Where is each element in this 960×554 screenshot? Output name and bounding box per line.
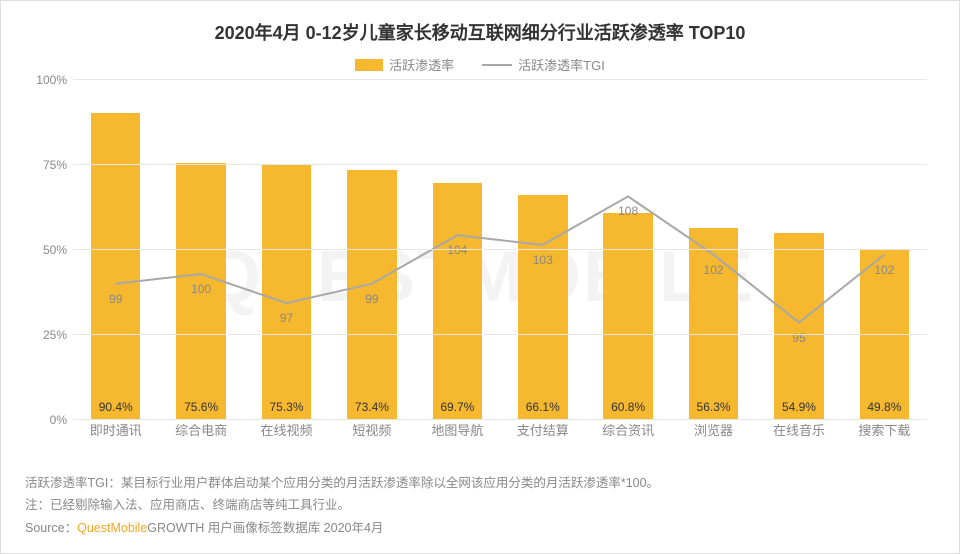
- legend: 活跃渗透率 活跃渗透率TGI: [25, 55, 935, 74]
- plot: 0%25%50%75%100% 90.4%9975.6%10075.3%9773…: [25, 80, 935, 444]
- tgi-value-label: 100: [158, 282, 243, 296]
- x-axis-label: 在线视频: [244, 420, 329, 444]
- bar: 60.8%: [603, 213, 653, 419]
- tgi-value-label: 103: [500, 253, 585, 267]
- bar: 75.3%: [262, 164, 312, 420]
- bars-layer: 90.4%9975.6%10075.3%9773.4%9969.7%10466.…: [73, 80, 927, 420]
- y-axis: 0%25%50%75%100%: [25, 80, 73, 420]
- y-tick: 50%: [43, 243, 67, 257]
- bar-value-label: 60.8%: [603, 400, 653, 414]
- x-axis-label: 综合电商: [158, 420, 243, 444]
- x-axis-label: 搜索下载: [842, 420, 927, 444]
- chart-container: QUESTMOBILE 2020年4月 0-12岁儿童家长移动互联网细分行业活跃…: [0, 0, 960, 554]
- grid-line: [73, 79, 927, 80]
- tgi-value-label: 102: [842, 263, 927, 277]
- bar-column: 75.6% 100: [158, 80, 243, 420]
- x-axis: 即时通讯综合电商在线视频短视频地图导航支付结算综合资讯浏览器在线音乐搜索下载: [73, 420, 927, 444]
- legend-bar: 活跃渗透率: [355, 55, 454, 74]
- y-tick: 25%: [43, 328, 67, 342]
- bar-column: 60.8% 108: [585, 80, 670, 420]
- tgi-value-label: 104: [415, 243, 500, 257]
- x-axis-label: 综合资讯: [585, 420, 670, 444]
- bar: 66.1%: [518, 195, 568, 419]
- bar: 54.9%: [774, 233, 824, 419]
- tgi-value-label: 99: [73, 292, 158, 306]
- footer-line2: 注：已经剔除输入法、应用商店、终端商店等纯工具行业。: [25, 494, 935, 517]
- legend-line-swatch: [482, 64, 512, 66]
- tgi-value-label: 95: [756, 331, 841, 345]
- bar-column: 54.9% 95: [756, 80, 841, 420]
- x-axis-label: 支付结算: [500, 420, 585, 444]
- tgi-value-label: 102: [671, 263, 756, 277]
- legend-line: 活跃渗透率TGI: [482, 55, 605, 74]
- tgi-value-label: 97: [244, 311, 329, 325]
- legend-line-label: 活跃渗透率TGI: [518, 55, 605, 74]
- x-axis-label: 即时通讯: [73, 420, 158, 444]
- x-axis-label: 地图导航: [415, 420, 500, 444]
- bar-column: 49.8% 102: [842, 80, 927, 420]
- footer-source: Source：QuestMobileGROWTH 用户画像标签数据库 2020年…: [25, 517, 935, 540]
- grid-line: [73, 334, 927, 335]
- bar-column: 69.7% 104: [415, 80, 500, 420]
- bar-column: 90.4% 99: [73, 80, 158, 420]
- tgi-value-label: 108: [585, 204, 670, 218]
- chart-title: 2020年4月 0-12岁儿童家长移动互联网细分行业活跃渗透率 TOP10: [25, 19, 935, 45]
- footer: 活跃渗透率TGI：某目标行业用户群体启动某个应用分类的月活跃渗透率除以全网该应用…: [25, 472, 935, 540]
- legend-bar-label: 活跃渗透率: [389, 55, 454, 74]
- bar-column: 56.3% 102: [671, 80, 756, 420]
- x-axis-label: 在线音乐: [756, 420, 841, 444]
- x-axis-label: 浏览器: [671, 420, 756, 444]
- grid-line: [73, 249, 927, 250]
- bar-value-label: 54.9%: [774, 400, 824, 414]
- grid-line: [73, 164, 927, 165]
- bar-column: 66.1% 103: [500, 80, 585, 420]
- bar-value-label: 66.1%: [518, 400, 568, 414]
- tgi-value-label: 99: [329, 292, 414, 306]
- bar-value-label: 75.3%: [262, 400, 312, 414]
- y-tick: 75%: [43, 158, 67, 172]
- bar-value-label: 49.8%: [860, 400, 910, 414]
- footer-line1: 活跃渗透率TGI：某目标行业用户群体启动某个应用分类的月活跃渗透率除以全网该应用…: [25, 472, 935, 495]
- bar-column: 75.3% 97: [244, 80, 329, 420]
- bar-value-label: 90.4%: [91, 400, 141, 414]
- bar-value-label: 56.3%: [689, 400, 739, 414]
- bar-value-label: 69.7%: [433, 400, 483, 414]
- y-tick: 0%: [50, 413, 67, 427]
- bar: 69.7%: [433, 183, 483, 420]
- bar-column: 73.4% 99: [329, 80, 414, 420]
- bar-value-label: 73.4%: [347, 400, 397, 414]
- y-tick: 100%: [36, 73, 67, 87]
- x-axis-label: 短视频: [329, 420, 414, 444]
- bar: 90.4%: [91, 113, 141, 420]
- bar-value-label: 75.6%: [176, 400, 226, 414]
- source-suffix: GROWTH 用户画像标签数据库 2020年4月: [147, 521, 383, 535]
- plot-area: 90.4%9975.6%10075.3%9773.4%9969.7%10466.…: [73, 80, 927, 420]
- legend-bar-swatch: [355, 59, 383, 71]
- bar: 56.3%: [689, 228, 739, 419]
- source-brand: QuestMobile: [77, 521, 147, 535]
- source-prefix: Source：: [25, 521, 77, 535]
